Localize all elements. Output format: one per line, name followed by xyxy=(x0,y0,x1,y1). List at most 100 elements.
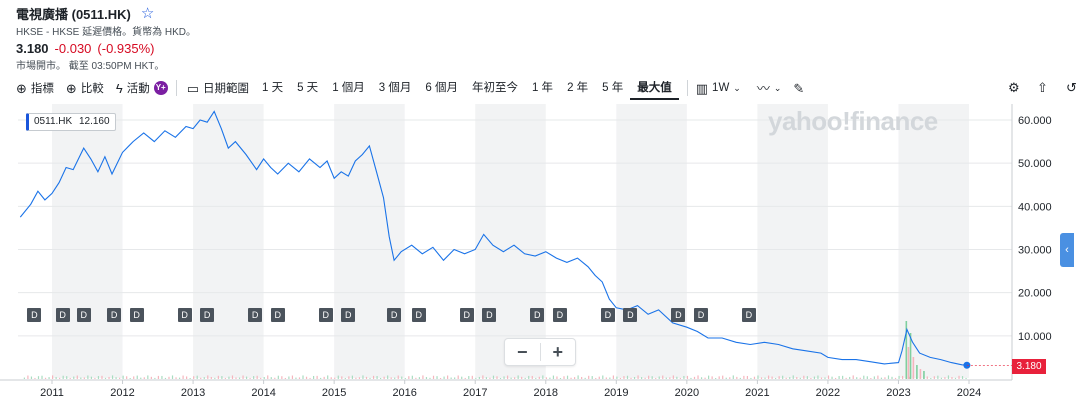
dividend-marker[interactable]: D xyxy=(129,308,144,322)
zoom-out-button[interactable]: − xyxy=(516,342,528,362)
dividend-marker[interactable]: D xyxy=(55,308,70,322)
settings-button[interactable]: ⚙ xyxy=(1008,76,1020,100)
volume-bar xyxy=(697,375,699,379)
range-tab-8[interactable]: 5 年 xyxy=(602,82,624,94)
indicators-button[interactable]: ⊕ 指標 xyxy=(16,80,54,96)
volume-bar xyxy=(538,376,540,379)
y-tick-label: 40.000 xyxy=(1018,201,1052,213)
draw-button[interactable]: ✎ xyxy=(793,82,804,95)
range-tab-9[interactable]: 最大值 xyxy=(630,76,679,100)
dividend-marker[interactable]: D xyxy=(200,308,215,322)
dividend-marker[interactable]: D xyxy=(693,308,708,322)
volume-bar xyxy=(397,375,399,379)
volume-bar xyxy=(535,377,537,379)
range-tab-7[interactable]: 2 年 xyxy=(567,82,589,94)
volume-bar xyxy=(73,376,75,379)
dividend-marker[interactable]: D xyxy=(387,308,402,322)
date-range-label: 日期範圍 xyxy=(203,83,249,95)
range-tab-3[interactable]: 3 個月 xyxy=(378,82,412,94)
dividend-marker[interactable]: D xyxy=(411,308,426,322)
interval-select[interactable]: ▥ 1W ⌄ xyxy=(696,82,741,95)
volume-bar xyxy=(743,375,745,379)
volume-bar xyxy=(736,376,738,379)
volume-bar xyxy=(69,377,71,379)
gear-icon: ⚙ xyxy=(1008,80,1020,95)
volume-bar xyxy=(129,377,131,379)
volume-bar xyxy=(912,357,915,379)
dividend-marker[interactable]: D xyxy=(459,308,474,322)
dividend-marker[interactable]: D xyxy=(600,308,615,322)
volume-bar xyxy=(161,375,163,379)
volume-bar xyxy=(570,377,572,379)
volume-bar xyxy=(309,377,311,379)
range-tab-1[interactable]: 5 天 xyxy=(297,82,319,94)
volume-bar xyxy=(930,377,932,379)
compare-button[interactable]: ⊕ 比較 xyxy=(66,80,104,96)
share-button[interactable]: ⇧ xyxy=(1037,76,1048,100)
volume-bar xyxy=(372,375,375,379)
volume-bar xyxy=(937,375,939,379)
x-tick-label: 2020 xyxy=(675,387,699,399)
y-tick-label: 10.000 xyxy=(1018,331,1052,343)
dividend-marker[interactable]: D xyxy=(107,308,122,322)
volume-bar xyxy=(439,377,442,379)
collapse-tab[interactable]: ‹ xyxy=(1060,233,1074,267)
volume-bar xyxy=(859,377,861,379)
volume-bar xyxy=(267,375,269,379)
volume-bar xyxy=(909,333,912,379)
volume-bar xyxy=(231,375,234,379)
undo-button[interactable]: ↺ xyxy=(1066,76,1077,100)
range-tab-4[interactable]: 6 個月 xyxy=(425,82,458,94)
dividend-marker[interactable]: D xyxy=(741,308,756,322)
events-button[interactable]: ϟ 活動 Y+ xyxy=(116,80,168,96)
volume-bar xyxy=(256,375,258,379)
dividend-marker[interactable]: D xyxy=(318,308,333,322)
star-icon[interactable]: ☆ xyxy=(140,4,155,22)
dividend-marker[interactable]: D xyxy=(270,308,285,322)
volume-bar xyxy=(831,376,833,379)
volume-bar xyxy=(415,377,417,379)
volume-bar xyxy=(715,377,717,379)
volume-bar xyxy=(341,376,343,379)
volume-bar xyxy=(97,376,100,379)
x-tick-label: 2024 xyxy=(957,387,981,399)
x-tick-label: 2022 xyxy=(816,387,840,399)
dividend-marker[interactable]: D xyxy=(552,308,567,322)
zoom-in-button[interactable]: + xyxy=(552,342,563,362)
dividend-marker[interactable]: D xyxy=(27,308,42,322)
volume-bar xyxy=(242,375,244,379)
volume-bar xyxy=(729,377,731,379)
range-tab-0[interactable]: 1 天 xyxy=(262,82,284,94)
volume-bar xyxy=(704,377,706,379)
pencil-icon: ✎ xyxy=(793,80,805,96)
volume-bar xyxy=(168,376,170,379)
chart-type-select[interactable]: 〰 ⌄ xyxy=(757,82,782,95)
date-range-button[interactable]: ▭ 日期範圍 xyxy=(187,80,249,96)
range-tab-5[interactable]: 年初至今 xyxy=(471,82,518,94)
dividend-marker[interactable]: D xyxy=(248,308,263,322)
volume-bar xyxy=(23,377,25,379)
range-tab-2[interactable]: 1 個月 xyxy=(332,82,365,94)
dividend-marker[interactable]: D xyxy=(671,308,686,322)
range-tab-6[interactable]: 1 年 xyxy=(531,82,554,94)
volume-bar xyxy=(873,376,875,379)
volume-bar xyxy=(757,375,759,379)
volume-bar xyxy=(369,377,371,379)
volume-bar xyxy=(62,375,64,379)
premium-badge: Y+ xyxy=(153,81,168,95)
dividend-marker[interactable]: D xyxy=(76,308,91,322)
dividend-marker[interactable]: D xyxy=(177,308,192,322)
y-tick-label: 60.000 xyxy=(1018,115,1052,127)
dividend-marker[interactable]: D xyxy=(623,308,638,322)
volume-bar xyxy=(80,377,82,379)
volume-bar xyxy=(387,375,389,379)
volume-bar xyxy=(436,376,438,379)
candle-icon: ▥ xyxy=(695,80,709,96)
x-tick-label: 2013 xyxy=(181,387,205,399)
dividend-marker[interactable]: D xyxy=(530,308,545,322)
volume-bar xyxy=(390,377,392,379)
volume-bar xyxy=(817,375,819,379)
dividend-marker[interactable]: D xyxy=(482,308,497,322)
dividend-marker[interactable]: D xyxy=(341,308,356,322)
